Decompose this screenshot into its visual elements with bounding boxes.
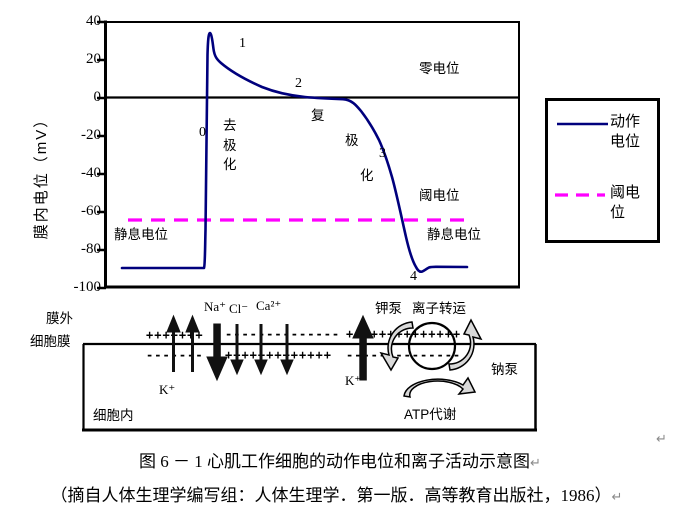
y-tick-n60: -60: [81, 203, 101, 219]
pump-cycle-arrow-right: [448, 318, 483, 371]
resting-potential-label-right: 静息电位: [427, 227, 481, 242]
figure-caption: 图 6 － 1 心肌工作细胞的动作电位和离子活动示意图↵: [110, 452, 570, 474]
na-ion-label: Na⁺: [204, 299, 227, 314]
repolarization-char-2: 极: [345, 133, 359, 148]
threshold-potential-label: 阈电位: [419, 188, 460, 203]
pump-circle: [407, 321, 457, 371]
y-tick-0: 0: [93, 89, 102, 105]
zero-potential-label: 零电位: [419, 61, 460, 76]
atp-metabolism-label: ATP代谢: [404, 407, 457, 422]
figure-return-mark: ↵: [656, 432, 667, 447]
y-tick-20: 20: [86, 51, 101, 67]
outside-membrane-label: 膜外: [46, 311, 73, 326]
legend-threshold-label: 阈电位: [610, 184, 641, 221]
charges-below-right: --------------: [346, 348, 462, 362]
legend-action-label: 动作电位: [610, 113, 641, 150]
phase-4-label: 4: [410, 269, 417, 284]
y-tick-40: 40: [86, 13, 101, 29]
ion-transport-label: 离子转运: [412, 301, 466, 316]
action-potential-curve: [120, 31, 469, 274]
ca-ion-label: Ca²⁺: [256, 298, 282, 313]
charges-above-mid: --------------: [225, 327, 341, 341]
phase-3-label: 3: [379, 146, 386, 161]
potassium-pump-label: 钾泵: [375, 301, 402, 316]
phase-0-label: 0: [199, 125, 206, 140]
k-ion-label-left: K⁺: [159, 382, 176, 397]
repolarization-char-1: 复: [311, 108, 325, 123]
pump-cycle-arrow-left: [379, 321, 414, 372]
cell-membrane-label: 细胞膜: [30, 334, 71, 349]
charges-below-mid: +++++++++++++: [225, 348, 332, 362]
charges-above-right: ++++++++++++++: [346, 327, 462, 341]
y-tick-n100: -100: [73, 279, 102, 295]
figure-source: （摘自人体生理学编写组：人体生理学．第一版．高等教育出版社，1986）↵: [0, 486, 673, 508]
k-efflux-arrows: [166, 314, 200, 372]
resting-potential-label-left: 静息电位: [114, 227, 168, 242]
caption-return-mark: ↵: [530, 456, 541, 471]
sodium-pump-label: 钠泵: [491, 362, 518, 377]
k-pump-arrow: [352, 314, 374, 381]
y-axis-ticks: [97, 20, 106, 290]
depolarization-label: 去极化: [223, 118, 237, 172]
y-tick-n20: -20: [81, 127, 101, 143]
phase-2-label: 2: [295, 76, 302, 91]
figure-caption-text: 图 6 － 1 心肌工作细胞的动作电位和离子活动示意图: [139, 452, 531, 471]
phase-1-label: 1: [239, 36, 246, 51]
legend-box: [545, 98, 660, 243]
inside-cell-label: 细胞内: [93, 408, 134, 423]
figure-source-text: （摘自人体生理学编写组：人体生理学．第一版．高等教育出版社，1986）: [50, 486, 612, 505]
cl-ca-influx-arrows: [230, 324, 294, 376]
k-ion-label-right: K⁺: [345, 373, 362, 388]
y-tick-n40: -40: [81, 165, 101, 181]
cl-ion-label: Cl⁻: [229, 301, 249, 316]
atp-swoosh-arrow: [403, 376, 477, 398]
source-return-mark: ↵: [611, 490, 623, 505]
na-influx-arrow: [206, 323, 228, 382]
repolarization-char-3: 化: [360, 168, 374, 183]
y-tick-n80: -80: [81, 241, 101, 257]
